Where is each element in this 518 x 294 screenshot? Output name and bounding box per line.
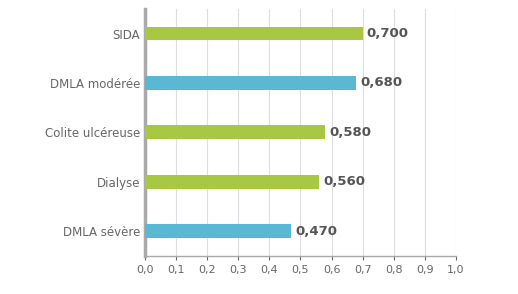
Text: 0,680: 0,680 <box>361 76 402 89</box>
Text: 0,560: 0,560 <box>323 175 365 188</box>
Text: 0,470: 0,470 <box>295 225 337 238</box>
Text: 0,580: 0,580 <box>329 126 371 139</box>
Bar <box>145 26 363 41</box>
Bar <box>145 76 356 90</box>
Bar <box>145 125 325 139</box>
Bar <box>145 175 319 189</box>
Text: 0,700: 0,700 <box>367 27 409 40</box>
Bar <box>145 224 291 238</box>
